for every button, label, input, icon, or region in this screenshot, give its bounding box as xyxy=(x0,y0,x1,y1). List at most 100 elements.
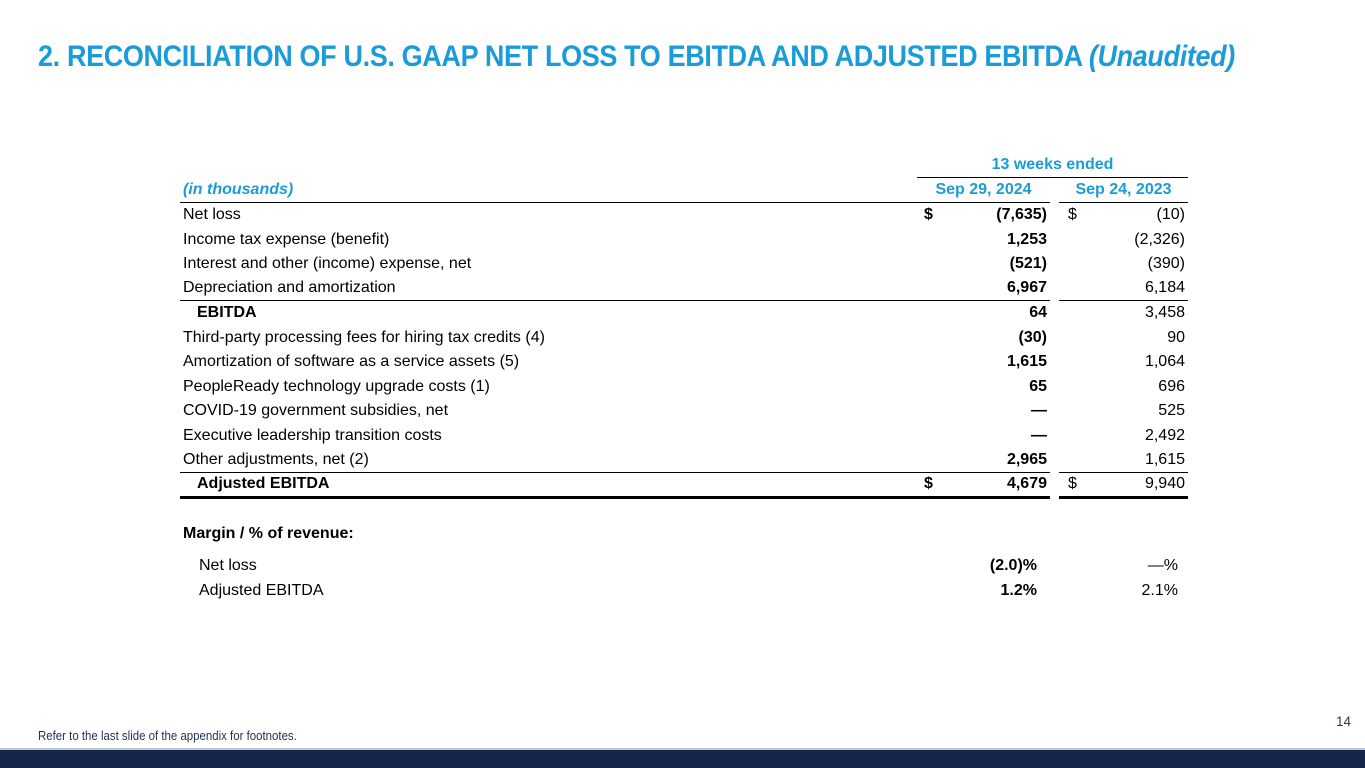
column-gap xyxy=(1050,326,1059,351)
value-cell-v2024: 1,253 xyxy=(917,228,1050,253)
reconciliation-table: 13 weeks ended (in thousands) Sep 29, 20… xyxy=(180,154,1188,499)
value-cell-v2023: $9,940 xyxy=(1059,473,1188,499)
value-cell-v2024: (30) xyxy=(917,326,1050,351)
value-text: 90 xyxy=(1167,328,1185,346)
value-cell-v2023: 2,492 xyxy=(1059,424,1188,449)
value-text: 65 xyxy=(1029,377,1047,395)
value-text: 525 xyxy=(1158,402,1185,420)
table-row: PeopleReady technology upgrade costs (1)… xyxy=(180,375,1188,400)
value-cell-v2024: 2,965 xyxy=(917,448,1050,473)
value-text: (2,326) xyxy=(1134,230,1185,248)
period-header-row: 13 weeks ended xyxy=(180,154,1188,178)
table-row: Other adjustments, net (2) 2,965 1,615 xyxy=(180,448,1188,473)
bottom-bar xyxy=(0,748,1365,768)
value-cell-v2023: 3,458 xyxy=(1059,301,1188,326)
margin-row-label: Adjusted EBITDA xyxy=(199,581,324,599)
table-row: Net loss $ (7,635) $ (10) xyxy=(180,203,1188,228)
column-gap xyxy=(1050,375,1059,400)
margin-value-2023: —% xyxy=(1147,557,1178,575)
column-gap xyxy=(1050,252,1059,277)
table-rows: Net loss $ (7,635) $ (10) Income tax expense … xyxy=(180,203,1188,499)
row-label: Executive leadership transition costs xyxy=(183,426,442,444)
value-text: (10) xyxy=(1156,206,1185,224)
margin-section: Margin / % of revenue: Net loss (2.0)% —% A… xyxy=(180,522,1188,603)
column-gap xyxy=(1050,178,1059,203)
row-label: Other adjustments, net (2) xyxy=(180,448,917,473)
table-row: Third-party processing fees for hiring t… xyxy=(180,326,1188,351)
value-cell-v2024: $4,679 xyxy=(917,473,1050,499)
column-gap xyxy=(1050,473,1059,499)
column-gap xyxy=(1050,203,1059,228)
value-text: 4,679 xyxy=(1006,475,1047,492)
value-cell-v2023: 696 xyxy=(1059,375,1188,400)
page-title-unaudited: (Unaudited) xyxy=(1088,40,1235,73)
column-gap xyxy=(1050,350,1059,375)
value-text: (390) xyxy=(1147,255,1185,273)
page-title-text: 2. RECONCILIATION OF U.S. GAAP NET LOSS … xyxy=(38,40,1089,73)
value-text: (7,635) xyxy=(996,206,1047,224)
value-cell-v2024: — xyxy=(917,399,1050,424)
unit-label: (in thousands) xyxy=(180,178,917,203)
value-cell-v2023: (2,326) xyxy=(1059,228,1188,253)
column-gap xyxy=(1050,301,1059,326)
value-text: (30) xyxy=(1018,328,1047,346)
column-header-2024: Sep 29, 2024 xyxy=(917,178,1050,203)
value-text: 696 xyxy=(1158,377,1185,395)
column-gap xyxy=(1050,554,1059,579)
row-label: Depreciation and amortization xyxy=(180,277,917,301)
value-text: 3,458 xyxy=(1144,304,1185,322)
margin-row-label: Net loss xyxy=(199,557,257,575)
value-cell-v2023: 6,184 xyxy=(1059,277,1188,301)
margin-row: Net loss (2.0)% —% xyxy=(180,554,1188,579)
value-text: 2,492 xyxy=(1144,426,1185,444)
dollar-sign: $ xyxy=(924,475,933,492)
row-label: PeopleReady technology upgrade costs (1) xyxy=(183,377,490,395)
row-label: Amortization of software as a service as… xyxy=(183,353,520,371)
column-gap xyxy=(1050,277,1059,302)
value-cell-v2023: 525 xyxy=(1059,399,1188,424)
value-cell-v2024: $ (7,635) xyxy=(917,203,1050,228)
value-text: — xyxy=(1031,426,1047,444)
row-label: EBITDA xyxy=(197,304,257,322)
value-cell-v2024: — xyxy=(917,424,1050,449)
column-gap xyxy=(1050,399,1059,424)
margin-value-2024: 1.2% xyxy=(1000,581,1037,599)
dollar-sign: $ xyxy=(1068,206,1077,224)
dollar-sign: $ xyxy=(924,206,933,224)
value-text: 9,940 xyxy=(1144,475,1185,492)
value-cell-v2023: 1,064 xyxy=(1059,350,1188,375)
period-header: 13 weeks ended xyxy=(917,154,1188,178)
table-row: Income tax expense (benefit) 1,253 (2,326) xyxy=(180,228,1188,253)
table-row: Executive leadership transition costs — 2,… xyxy=(180,424,1188,449)
value-text: 1,615 xyxy=(1006,353,1047,371)
value-text: 2,965 xyxy=(1006,450,1047,468)
value-cell-v2024: 65 xyxy=(917,375,1050,400)
value-text: 6,184 xyxy=(1144,279,1185,297)
value-cell-v2023: $ (10) xyxy=(1059,203,1188,228)
value-text: 1,615 xyxy=(1144,450,1185,468)
row-label: Third-party processing fees for hiring t… xyxy=(183,328,545,346)
column-gap xyxy=(1050,579,1059,604)
margin-row: Adjusted EBITDA 1.2% 2.1% xyxy=(180,579,1188,604)
value-cell-v2024: 6,967 xyxy=(917,277,1050,301)
column-header-row: (in thousands) Sep 29, 2024 Sep 24, 2023 xyxy=(180,178,1188,203)
value-cell-v2024: 1,615 xyxy=(917,350,1050,375)
row-label: Net loss xyxy=(183,206,241,224)
margin-section-heading: Margin / % of revenue: xyxy=(183,525,354,542)
value-text: 1,064 xyxy=(1144,353,1185,371)
page-title: 2. RECONCILIATION OF U.S. GAAP NET LOSS … xyxy=(38,40,1235,74)
table-row: Depreciation and amortization 6,967 6,184 xyxy=(180,277,1188,302)
table-row: Amortization of software as a service as… xyxy=(180,350,1188,375)
value-text: 1,253 xyxy=(1006,230,1047,248)
value-text: 64 xyxy=(1029,304,1047,322)
value-cell-v2023: 1,615 xyxy=(1059,448,1188,473)
value-cell-v2024: 64 xyxy=(917,301,1050,326)
value-text: 6,967 xyxy=(1006,279,1047,297)
dollar-sign: $ xyxy=(1068,475,1077,492)
column-gap xyxy=(1050,448,1059,473)
margin-value-2023: 2.1% xyxy=(1141,581,1178,599)
page-number: 14 xyxy=(1335,714,1351,729)
row-label: Income tax expense (benefit) xyxy=(183,230,390,248)
row-label: Adjusted EBITDA xyxy=(180,473,917,499)
